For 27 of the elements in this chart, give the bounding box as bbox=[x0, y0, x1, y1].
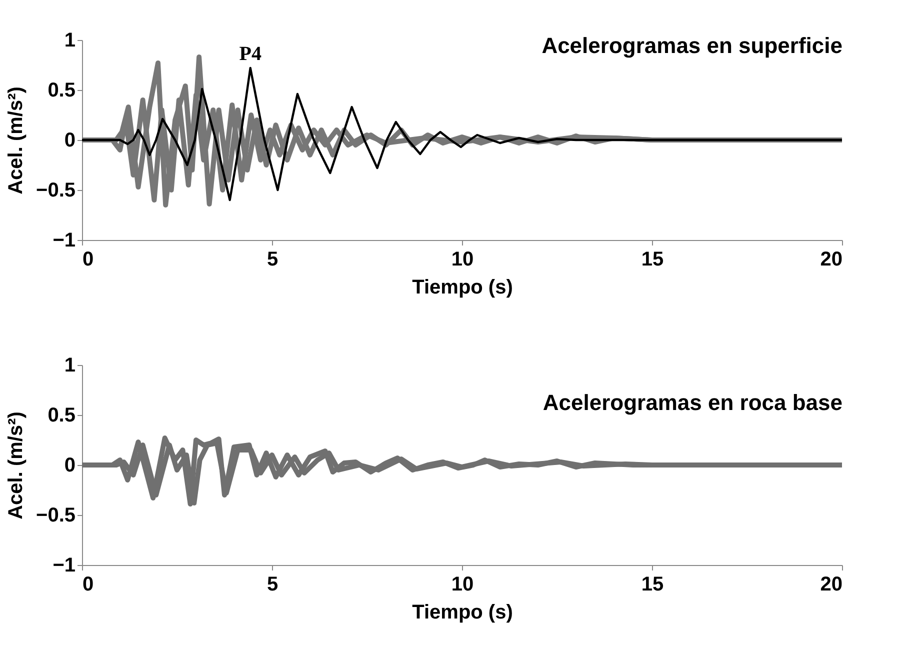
x-tick-label: 20 bbox=[820, 248, 842, 270]
x-tick-label: 10 bbox=[451, 574, 474, 596]
x-tick-label: 15 bbox=[641, 574, 664, 596]
x-tick-label: 15 bbox=[641, 248, 664, 270]
y-tick-label: 0 bbox=[64, 454, 76, 476]
series-label: P4 bbox=[239, 43, 262, 65]
x-tick-label: 5 bbox=[266, 248, 278, 270]
y-tick-label: −0.5 bbox=[36, 504, 76, 526]
y-axis-title: Acel. (m/s²) bbox=[5, 412, 28, 520]
y-tick-label: 0.5 bbox=[48, 404, 76, 426]
x-tick-label: 0 bbox=[82, 248, 94, 270]
x-tick-label: 10 bbox=[451, 248, 474, 270]
y-tick-label: 0 bbox=[64, 130, 76, 152]
text: Acelerogramas en roca base bbox=[542, 390, 842, 415]
y-tick-label: −0.5 bbox=[36, 180, 76, 202]
x-tick-label: 5 bbox=[266, 574, 278, 596]
x-tick-label: 20 bbox=[820, 574, 842, 596]
y-tick-label: 0.5 bbox=[48, 80, 76, 102]
y-tick-label: −1 bbox=[52, 554, 76, 576]
x-tick-label: 0 bbox=[82, 574, 94, 596]
chart-title: Acelerogramas en superficie bbox=[542, 33, 842, 58]
y-tick-label: 1 bbox=[64, 354, 76, 376]
y-tick-label: −1 bbox=[52, 230, 76, 252]
y-axis-title: Acel. (m/s²) bbox=[5, 86, 28, 194]
y-tick-label: 1 bbox=[64, 30, 76, 52]
x-axis-title: Tiempo (s) bbox=[412, 276, 513, 298]
x-axis-title: Tiempo (s) bbox=[412, 602, 513, 624]
